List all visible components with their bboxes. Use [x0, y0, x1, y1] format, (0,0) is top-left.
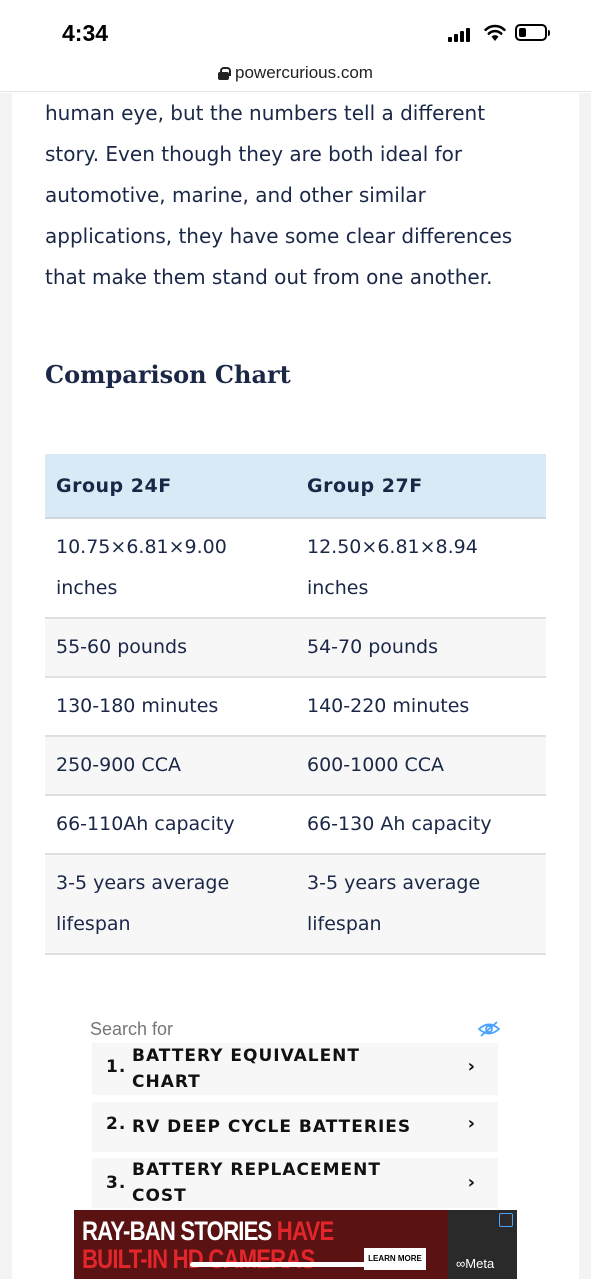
ad-scroll-indicator [190, 1262, 400, 1267]
hide-ad-eye-icon[interactable] [478, 1020, 500, 1038]
column-header: Group 27F [296, 454, 546, 519]
item-number: 2. [106, 1114, 127, 1134]
lock-icon [218, 66, 232, 80]
table-cell: 12.50×6.81×8.94 inches [296, 518, 546, 619]
article-line: applications, they have some clear diffe… [45, 224, 513, 248]
item-label: BATTERY REPLACEMENT COST [132, 1160, 381, 1206]
chevron-right-icon: › [467, 1056, 476, 1077]
table-cell: 3-5 years average lifespan [45, 854, 296, 955]
table-row: 55-60 pounds 54-70 pounds [45, 618, 546, 678]
table-cell: 55-60 pounds [45, 618, 296, 678]
table-cell: 250-900 CCA [45, 736, 296, 796]
table-row: 3-5 years average lifespan 3-5 years ave… [45, 854, 546, 955]
item-number: 1. [106, 1057, 127, 1077]
ad-banner[interactable]: RAY-BAN STORIES HAVE BUILT-IN HD CAMERAS… [74, 1210, 517, 1279]
ad-subheadline: BUILT-IN HD CAMERAS [82, 1244, 315, 1274]
table-cell: 140-220 minutes [296, 677, 546, 737]
section-heading: Comparison Chart [45, 360, 291, 389]
address-bar[interactable]: powercurious.com [0, 58, 591, 92]
article-line: human eye, but the numbers tell a differ… [45, 101, 486, 125]
table-cell: 130-180 minutes [45, 677, 296, 737]
table-cell: 54-70 pounds [296, 618, 546, 678]
search-suggestion-item[interactable]: 3. BATTERY REPLACEMENT COST › [92, 1158, 498, 1208]
sponsored-search-box: Search for 1. BATTERY EQUIVALENT CHART ›… [90, 1018, 500, 1208]
table-row: 10.75×6.81×9.00 inches 12.50×6.81×8.94 i… [45, 518, 546, 619]
table-header-row: Group 24F Group 27F [45, 454, 546, 519]
chevron-right-icon: › [467, 1113, 476, 1134]
column-header: Group 24F [45, 454, 296, 519]
search-label: Search for [90, 1019, 174, 1039]
ad-headline: RAY-BAN STORIES HAVE [82, 1216, 334, 1247]
ad-headline-white: RAY-BAN STORIES [82, 1216, 277, 1246]
cellular-signal-icon [448, 28, 470, 42]
wifi-icon [484, 24, 506, 41]
meta-logo: ∞Meta [456, 1256, 495, 1271]
status-time: 4:34 [62, 20, 109, 46]
table-cell: 3-5 years average lifespan [296, 854, 546, 955]
item-number: 3. [106, 1173, 127, 1193]
article-line: story. Even though they are both ideal f… [45, 142, 463, 166]
table-cell: 10.75×6.81×9.00 inches [45, 518, 296, 619]
table-row: 250-900 CCA 600-1000 CCA [45, 736, 546, 796]
status-bar: 4:34 [0, 0, 591, 58]
table-cell: 66-110Ah capacity [45, 795, 296, 855]
table-row: 66-110Ah capacity 66-130 Ah capacity [45, 795, 546, 855]
article-line: that make them stand out from one anothe… [45, 265, 493, 289]
ad-brand-panel: ∞Meta [448, 1210, 517, 1279]
search-suggestion-item[interactable]: 2. RV DEEP CYCLE BATTERIES › [92, 1102, 498, 1152]
search-suggestion-item[interactable]: 1. BATTERY EQUIVALENT CHART › [92, 1043, 498, 1095]
article-paragraph: human eye, but the numbers tell a differ… [45, 93, 545, 298]
table-cell: 66-130 Ah capacity [296, 795, 546, 855]
page-gutter-right [579, 93, 591, 1279]
chevron-right-icon: › [467, 1172, 476, 1193]
table-cell: 600-1000 CCA [296, 736, 546, 796]
battery-icon [515, 24, 550, 41]
url-text: powercurious.com [235, 63, 373, 82]
page-gutter-left [0, 93, 12, 1279]
item-label: BATTERY EQUIVALENT CHART [132, 1046, 361, 1092]
ad-headline-red: HAVE [276, 1216, 334, 1246]
article-line: automotive, marine, and other similar [45, 183, 426, 207]
comparison-table: Group 24F Group 27F 10.75×6.81×9.00 inch… [45, 454, 546, 955]
item-label: RV DEEP CYCLE BATTERIES [132, 1117, 412, 1137]
table-row: 130-180 minutes 140-220 minutes [45, 677, 546, 737]
ad-info-icon[interactable] [499, 1213, 513, 1227]
